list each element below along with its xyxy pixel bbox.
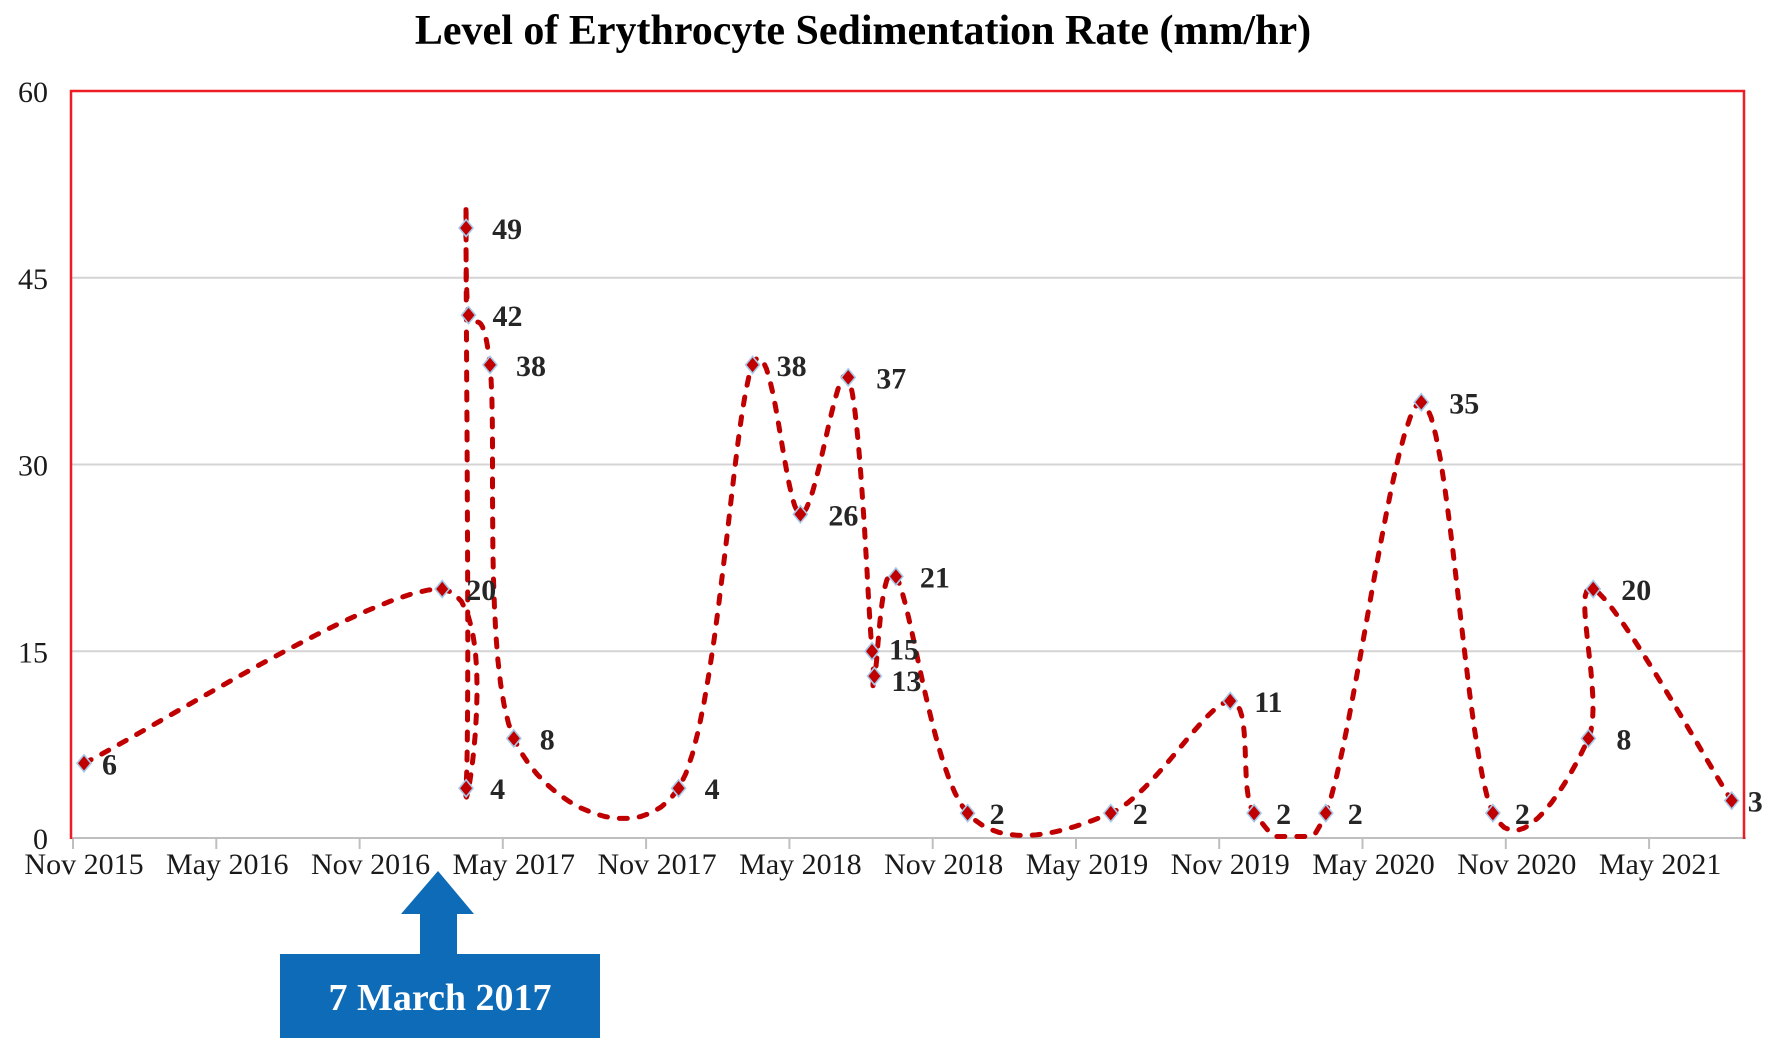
data-point-label: 8 bbox=[1616, 723, 1631, 756]
data-point-marker bbox=[792, 504, 809, 525]
data-point-marker bbox=[458, 218, 475, 238]
x-axis-label: Nov 2017 bbox=[598, 848, 717, 881]
x-axis-label: May 2019 bbox=[1026, 848, 1149, 881]
data-point-marker bbox=[887, 566, 904, 587]
data-point-marker bbox=[959, 803, 976, 823]
data-point-marker bbox=[1246, 803, 1263, 823]
data-point-marker bbox=[1317, 803, 1334, 823]
annotation-7-march-2017: 7 March 2017 bbox=[280, 871, 600, 1038]
data-point-label: 15 bbox=[889, 633, 919, 666]
data-point-label: 21 bbox=[920, 562, 950, 595]
data-point-label: 11 bbox=[1254, 686, 1282, 719]
data-point-marker bbox=[1102, 803, 1119, 823]
data-point-marker bbox=[1484, 803, 1501, 823]
data-point-marker bbox=[434, 579, 451, 599]
data-point-marker bbox=[1723, 790, 1740, 811]
data-point-label: 42 bbox=[493, 300, 523, 333]
data-point-label: 20 bbox=[1621, 574, 1651, 607]
y-axis-label: 0 bbox=[33, 823, 48, 856]
data-point-marker bbox=[1222, 691, 1239, 711]
data-point-marker bbox=[1413, 392, 1430, 413]
x-axis-label: May 2020 bbox=[1312, 848, 1435, 881]
data-point-marker bbox=[458, 778, 475, 798]
y-axis-label: 45 bbox=[18, 263, 48, 296]
x-axis-label: Nov 2020 bbox=[1457, 848, 1576, 881]
data-point-marker bbox=[505, 728, 522, 749]
x-axis-label: May 2018 bbox=[739, 848, 862, 881]
data-point-label: 4 bbox=[490, 773, 505, 806]
x-axis-label: May 2016 bbox=[166, 848, 289, 881]
annotation-box bbox=[280, 954, 600, 1038]
data-point-label: 2 bbox=[1133, 798, 1148, 831]
data-point-marker bbox=[840, 367, 857, 388]
data-point-marker bbox=[460, 305, 477, 325]
x-axis-label: Nov 2016 bbox=[311, 848, 430, 881]
y-axis-label: 60 bbox=[18, 76, 48, 109]
data-point-marker bbox=[1580, 728, 1597, 749]
esr-series bbox=[75, 202, 1740, 839]
chart-title: Level of Erythrocyte Sedimentation Rate … bbox=[415, 8, 1311, 54]
data-point-label: 3 bbox=[1748, 786, 1763, 819]
plot-border bbox=[69, 89, 1746, 839]
data-point-marker bbox=[481, 355, 499, 375]
data-point-label: 2 bbox=[1276, 798, 1291, 831]
x-axis-label: May 2017 bbox=[453, 848, 576, 881]
data-point-marker bbox=[75, 753, 93, 774]
data-point-label: 49 bbox=[492, 213, 522, 246]
data-point-label: 38 bbox=[777, 350, 807, 383]
gridlines bbox=[71, 276, 1744, 653]
axes: Nov 2015 May 2016 Nov 2016 May 2017 Nov 2017… bbox=[18, 76, 1746, 881]
data-point-label: 13 bbox=[891, 665, 921, 698]
data-point-marker bbox=[744, 355, 761, 375]
y-axis-label: 30 bbox=[18, 450, 48, 483]
data-point-label: 2 bbox=[1515, 798, 1530, 831]
data-point-marker bbox=[863, 641, 881, 662]
data-point-marker bbox=[866, 666, 883, 686]
data-point-label: 8 bbox=[540, 723, 555, 756]
annotation-arrow-icon bbox=[401, 871, 474, 954]
x-axis-label: Nov 2019 bbox=[1171, 848, 1290, 881]
data-point-marker bbox=[670, 778, 687, 798]
data-point-label: 4 bbox=[705, 773, 720, 806]
x-axis-label: May 2021 bbox=[1599, 848, 1722, 881]
data-point-label: 38 bbox=[516, 350, 546, 383]
data-point-label: 20 bbox=[466, 574, 496, 607]
annotation-label: 7 March 2017 bbox=[328, 977, 551, 1019]
plot-border-line bbox=[69, 89, 1746, 839]
x-axis-label: Nov 2015 bbox=[24, 848, 143, 881]
data-point-label: 35 bbox=[1449, 387, 1479, 420]
data-point-marker bbox=[1585, 579, 1602, 599]
x-axis-label: Nov 2018 bbox=[884, 848, 1003, 881]
y-axis-label: 15 bbox=[18, 636, 48, 669]
data-point-label: 26 bbox=[828, 499, 858, 532]
data-point-label: 37 bbox=[876, 362, 906, 395]
data-point-label: 2 bbox=[990, 798, 1005, 831]
data-point-label: 6 bbox=[102, 748, 117, 781]
esr-dashed-line bbox=[81, 202, 1735, 839]
data-point-label: 2 bbox=[1348, 798, 1363, 831]
